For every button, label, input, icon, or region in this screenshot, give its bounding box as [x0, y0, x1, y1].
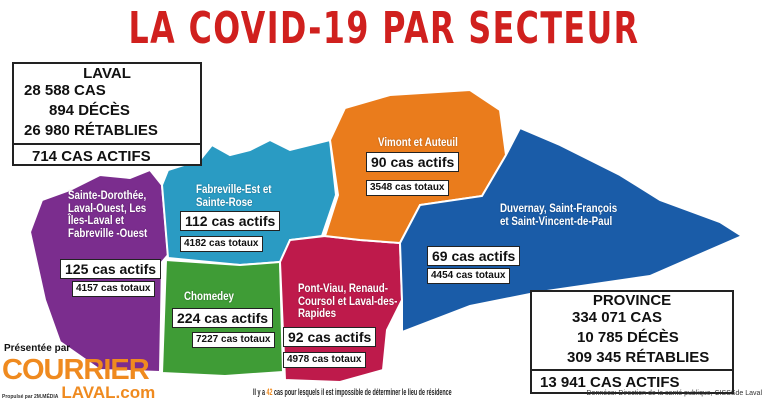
laval-active: 714 CAS ACTIFS — [14, 143, 200, 165]
sector-label: Chomedey — [184, 291, 234, 303]
laval-heading: LAVAL — [83, 65, 131, 82]
sector-active: 112 cas actifs — [180, 211, 281, 231]
laval-recovered: 26 980 RÉTABLIES — [24, 122, 158, 139]
laval-deaths: 894 DÉCÈS — [49, 102, 130, 119]
sector-label: Sainte-Dorothée, Laval-Ouest, Les Îles-L… — [68, 190, 148, 240]
propulse-text: Propulsé par 2M.MÉDIA — [2, 394, 59, 400]
laval-summary: LAVAL 28 588 CAS 894 DÉCÈS 26 980 RÉTABL… — [12, 62, 202, 166]
sector-label: Duvernay, Saint-François et Saint-Vincen… — [500, 203, 618, 228]
province-summary: PROVINCE 334 071 CAS 10 785 DÉCÈS 309 34… — [530, 290, 734, 394]
sector-label: Fabreville-Est et Sainte-Rose — [196, 184, 272, 209]
province-deaths: 10 785 DÉCÈS — [577, 329, 679, 346]
logo-laval: Propulsé par 2M.MÉDIA LAVAL.com — [2, 384, 155, 401]
footnote: Il y a 42 cas pour lesquels il est impos… — [253, 387, 452, 398]
province-heading: PROVINCE — [592, 292, 672, 309]
presented-by: Présentée par — [4, 343, 71, 354]
sector-total: 3548 cas totaux — [366, 180, 449, 196]
sector-active: 90 cas actifs — [366, 152, 460, 172]
sector-active: 69 cas actifs — [427, 246, 521, 266]
sector-label: Vimont et Auteuil — [378, 137, 458, 149]
sector-active: 224 cas actifs — [172, 308, 274, 328]
laval-cases: 28 588 CAS — [24, 82, 106, 99]
province-active: 13 941 CAS ACTIFS — [532, 369, 732, 391]
sector-total: 4157 cas totaux — [72, 281, 155, 297]
footnote-pre: Il y a — [253, 387, 267, 397]
source-note: Données: Direction de la santé publique,… — [586, 390, 763, 397]
sector-label: Pont-Viau, Renaud-Coursol et Laval-des-R… — [298, 283, 398, 320]
sector-total: 4182 cas totaux — [180, 236, 263, 252]
province-cases: 334 071 CAS — [572, 309, 663, 326]
sector-total: 7227 cas totaux — [192, 332, 275, 348]
sector-total: 4978 cas totaux — [283, 352, 366, 368]
page-title: LA COVID-19 PAR SECTEUR — [128, 3, 640, 54]
sector-active: 92 cas actifs — [283, 327, 377, 347]
sector-active: 125 cas actifs — [60, 259, 162, 279]
province-recovered: 309 345 RÉTABLIES — [567, 349, 710, 366]
logo-laval-text: LAVAL.com — [61, 383, 156, 401]
footnote-post: cas pour lesquels il est impossible de d… — [272, 387, 452, 397]
logo-courrier: COURRIER — [2, 354, 150, 386]
footnote-count: 42 — [266, 387, 273, 397]
sector-total: 4454 cas totaux — [427, 268, 510, 284]
